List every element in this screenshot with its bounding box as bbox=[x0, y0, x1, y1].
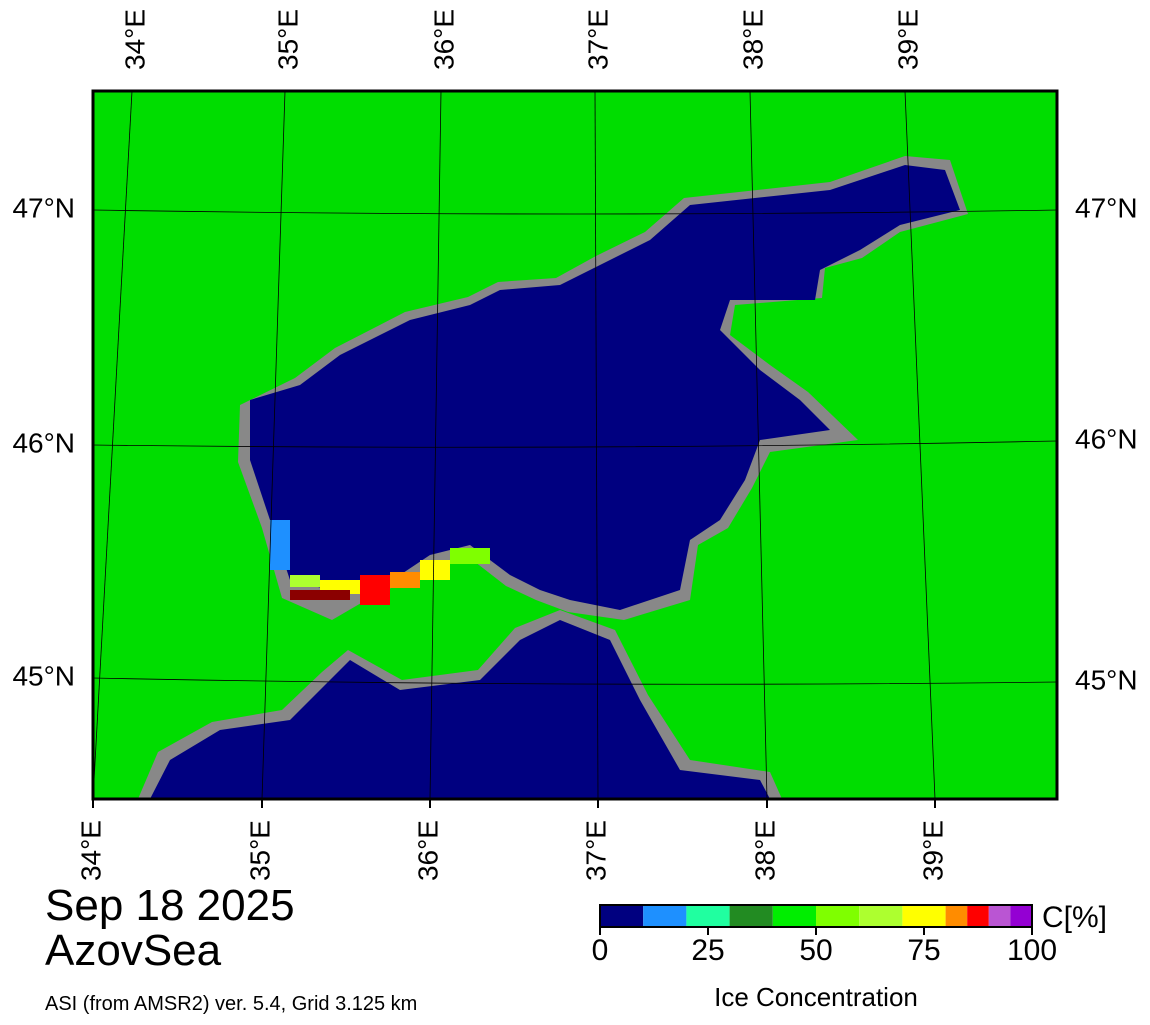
top-lon-label: 35°E bbox=[272, 9, 303, 70]
ice-cell bbox=[420, 560, 450, 580]
colorbar-bin bbox=[686, 905, 730, 927]
colorbar-tick-label: 0 bbox=[592, 934, 609, 967]
right-lat-label: 45°N bbox=[1075, 664, 1138, 695]
ice-cell bbox=[270, 520, 290, 570]
colorbar-bin bbox=[729, 905, 773, 927]
date: Sep 18 2025 bbox=[45, 881, 295, 930]
colorbar-bin bbox=[1010, 905, 1032, 927]
colorbar-bin bbox=[967, 905, 989, 927]
parallel bbox=[92, 677, 1058, 685]
top-lon-label: 34°E bbox=[119, 9, 150, 70]
meridian bbox=[429, 90, 442, 800]
colorbar-bin bbox=[643, 905, 687, 927]
colorbar-bin bbox=[902, 905, 946, 927]
ice-cell bbox=[290, 575, 320, 587]
colorbar-tick-label: 50 bbox=[799, 934, 832, 967]
bottom-lon-label: 38°E bbox=[749, 820, 780, 881]
colorbar-tick-label: 25 bbox=[691, 934, 724, 967]
colorbar-bin bbox=[816, 905, 860, 927]
ice-cell bbox=[390, 572, 420, 588]
meridian bbox=[749, 90, 768, 800]
left-lat-label: 46°N bbox=[12, 427, 75, 458]
map-area bbox=[91, 89, 1059, 801]
top-lon-label: 36°E bbox=[428, 9, 459, 70]
right-lat-label: 47°N bbox=[1075, 192, 1138, 223]
ice-cell bbox=[290, 590, 350, 600]
top-lon-label: 38°E bbox=[737, 9, 768, 70]
azov-sea bbox=[250, 165, 960, 610]
right-lat-label: 46°N bbox=[1075, 423, 1138, 454]
bottom-lon-label: 39°E bbox=[917, 820, 948, 881]
colorbar-bin bbox=[945, 905, 968, 927]
top-lon-label: 37°E bbox=[582, 9, 613, 70]
colorbar-unit: C[%] bbox=[1042, 901, 1107, 934]
bottom-lon-label: 37°E bbox=[580, 820, 611, 881]
region: AzovSea bbox=[45, 926, 222, 975]
colorbar-bin bbox=[859, 905, 903, 927]
black-sea bbox=[150, 620, 770, 799]
colorbar-tick-label: 75 bbox=[907, 934, 940, 967]
ice-cell bbox=[450, 548, 490, 564]
left-lat-label: 45°N bbox=[12, 660, 75, 691]
colorbar-title: Ice Concentration bbox=[714, 982, 918, 1012]
meridian bbox=[594, 90, 599, 800]
colorbar-bin bbox=[772, 905, 816, 927]
parallel bbox=[92, 440, 1058, 448]
top-lon-label: 39°E bbox=[892, 9, 923, 70]
meridian bbox=[904, 90, 936, 800]
ice-cell bbox=[360, 575, 390, 605]
ice-band bbox=[270, 520, 490, 605]
source: ASI (from AMSR2) ver. 5.4, Grid 3.125 km bbox=[45, 993, 417, 1015]
bottom-lon-label: 34°E bbox=[75, 820, 106, 881]
parallel bbox=[92, 209, 1058, 215]
left-lat-label: 47°N bbox=[12, 192, 75, 223]
colorbar-bin bbox=[988, 905, 1011, 927]
bottom-lon-label: 36°E bbox=[412, 820, 443, 881]
graticule bbox=[92, 90, 1058, 808]
axis-labels: 34°E 35°E 36°E 37°E 38°E 39°E 34°E 35°E 36°E 37°E… bbox=[12, 9, 1137, 881]
colorbar-tick-label: 100 bbox=[1007, 934, 1057, 967]
bottom-lon-label: 35°E bbox=[244, 820, 275, 881]
colorbar-bin bbox=[600, 905, 644, 927]
